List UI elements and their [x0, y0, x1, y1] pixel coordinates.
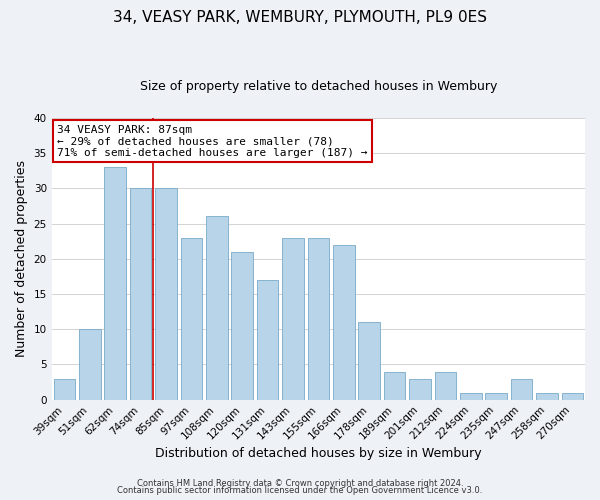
- Bar: [206, 216, 227, 400]
- Bar: [536, 392, 557, 400]
- Bar: [104, 167, 126, 400]
- Bar: [232, 252, 253, 400]
- Bar: [181, 238, 202, 400]
- Text: Contains HM Land Registry data © Crown copyright and database right 2024.: Contains HM Land Registry data © Crown c…: [137, 478, 463, 488]
- Bar: [282, 238, 304, 400]
- Title: Size of property relative to detached houses in Wembury: Size of property relative to detached ho…: [140, 80, 497, 93]
- Bar: [460, 392, 482, 400]
- Bar: [384, 372, 406, 400]
- Text: 34 VEASY PARK: 87sqm
← 29% of detached houses are smaller (78)
71% of semi-detac: 34 VEASY PARK: 87sqm ← 29% of detached h…: [57, 125, 367, 158]
- Text: 34, VEASY PARK, WEMBURY, PLYMOUTH, PL9 0ES: 34, VEASY PARK, WEMBURY, PLYMOUTH, PL9 0…: [113, 10, 487, 25]
- Bar: [485, 392, 507, 400]
- Bar: [308, 238, 329, 400]
- Y-axis label: Number of detached properties: Number of detached properties: [15, 160, 28, 358]
- Bar: [53, 378, 75, 400]
- Bar: [409, 378, 431, 400]
- Bar: [79, 329, 101, 400]
- Bar: [155, 188, 177, 400]
- Bar: [358, 322, 380, 400]
- Bar: [333, 244, 355, 400]
- Bar: [434, 372, 456, 400]
- Bar: [511, 378, 532, 400]
- Bar: [257, 280, 278, 400]
- Bar: [562, 392, 583, 400]
- Text: Contains public sector information licensed under the Open Government Licence v3: Contains public sector information licen…: [118, 486, 482, 495]
- Bar: [130, 188, 151, 400]
- X-axis label: Distribution of detached houses by size in Wembury: Distribution of detached houses by size …: [155, 447, 482, 460]
